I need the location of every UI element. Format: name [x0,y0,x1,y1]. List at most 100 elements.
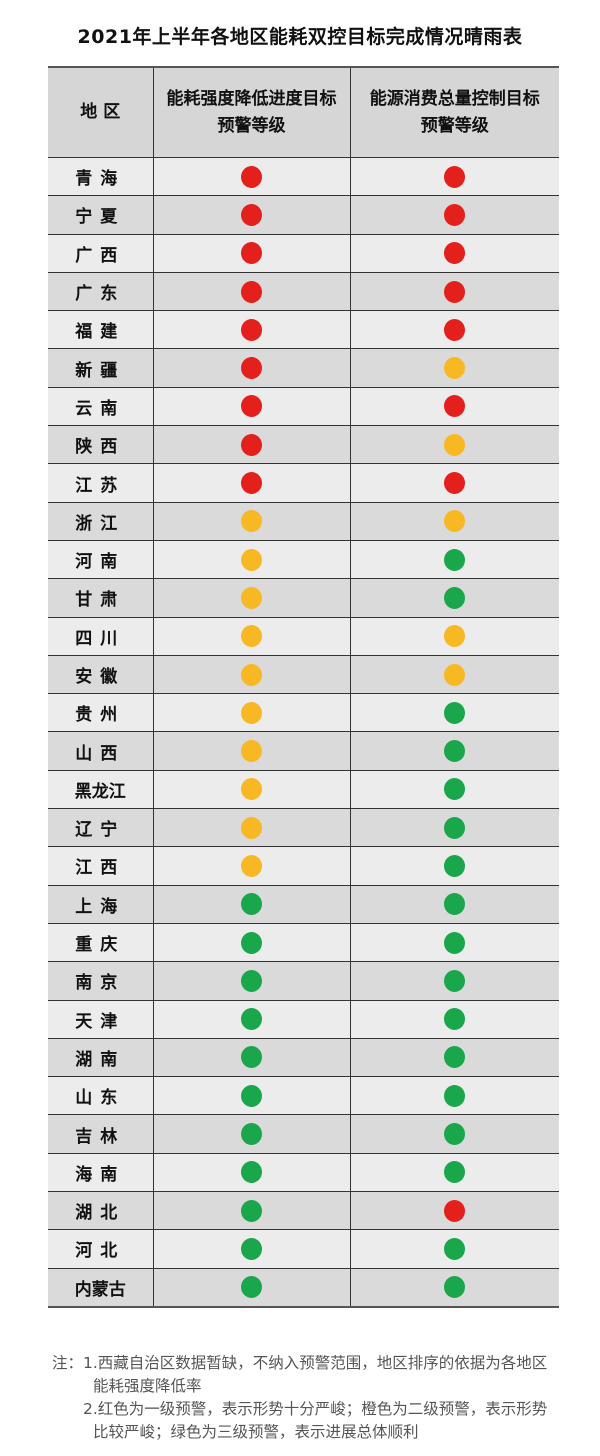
region-cell: 河南 [48,540,154,580]
region-cell: 黑龙江 [48,770,154,810]
table-row: 内蒙古 [48,1268,559,1308]
green-warning-dot [444,816,466,839]
intensity-warning-cell [152,1153,351,1193]
total-warning-cell [349,693,559,733]
total-warning-cell [349,1000,559,1039]
note-prefix: 注： [52,1354,84,1372]
table-row: 黑龙江 [48,770,559,810]
table-header-row: 地 区 能耗强度降低进度目标 预警等级 能源消费总量控制目标 预警等级 [48,67,559,158]
region-name: 江苏 [75,475,126,496]
region-name: 上海 [75,896,126,917]
green-warning-dot [241,969,262,992]
header-total-label: 能源消费总量控制目标 预警等级 [369,88,540,136]
region-cell: 南京 [48,961,154,1001]
green-warning-dot [241,1046,262,1069]
intensity-warning-cell [152,808,351,848]
header-total: 能源消费总量控制目标 预警等级 [349,67,559,158]
intensity-warning-cell [152,923,351,963]
region-cell: 新疆 [48,348,154,388]
region-cell: 重庆 [48,923,154,963]
region-name: 广西 [75,245,126,266]
intensity-warning-cell [152,502,351,541]
intensity-warning-cell [152,272,351,312]
total-warning-cell [349,655,559,695]
table-row: 陕西 [48,425,559,465]
table-row: 江西 [48,846,559,886]
intensity-warning-cell [152,1268,351,1308]
intensity-warning-cell [152,463,351,503]
intensity-warning-cell [152,961,351,1001]
green-warning-dot [444,1237,466,1260]
region-cell: 湖北 [48,1191,154,1231]
green-warning-dot [241,893,262,916]
total-warning-cell [349,808,559,848]
total-warning-cell [349,961,559,1001]
table-row: 四川 [48,617,559,656]
table-row: 海南 [48,1153,559,1193]
red-warning-dot [444,165,466,188]
green-warning-dot [444,548,466,571]
total-warning-cell [349,540,559,580]
intensity-warning-cell [152,770,351,810]
total-warning-cell [349,1229,559,1269]
total-warning-cell [349,770,559,810]
orange-warning-dot [241,625,262,648]
region-cell: 广西 [48,234,154,273]
total-warning-cell [349,387,559,427]
total-warning-cell [349,1038,559,1078]
green-warning-dot [444,1046,466,1069]
intensity-warning-cell [152,846,351,886]
region-cell: 福建 [48,310,154,350]
total-warning-cell [349,272,559,312]
green-warning-dot [444,893,466,916]
orange-warning-dot [241,778,262,801]
region-cell: 山东 [48,1076,154,1116]
red-warning-dot [444,318,466,341]
green-warning-dot [444,1084,466,1107]
intensity-warning-cell [152,425,351,465]
intensity-warning-cell [152,1191,351,1231]
table-row: 浙江 [48,502,559,541]
region-cell: 浙江 [48,502,154,541]
table-row: 南京 [48,961,559,1001]
total-warning-cell [349,885,559,924]
region-cell: 江西 [48,846,154,886]
region-name: 浙江 [75,513,126,534]
red-warning-dot [241,165,262,188]
header-region-label: 地 区 [80,102,121,122]
table-row: 江苏 [48,463,559,503]
table-row: 天津 [48,1000,559,1039]
total-warning-cell [349,463,559,503]
total-warning-cell [349,1114,559,1154]
region-name: 河南 [75,552,126,573]
orange-warning-dot [241,816,262,839]
intensity-warning-cell [152,885,351,924]
table-row: 新疆 [48,348,559,388]
orange-warning-dot [241,510,262,533]
intensity-warning-cell [152,195,351,235]
intensity-warning-cell [152,1229,351,1269]
green-warning-dot [241,1008,262,1031]
region-name: 河北 [75,1241,126,1262]
table-row: 山东 [48,1076,559,1116]
orange-warning-dot [241,701,262,724]
green-warning-dot [241,1237,262,1260]
total-warning-cell [349,195,559,235]
green-warning-dot [444,931,466,954]
total-warning-cell [349,846,559,886]
region-name: 辽宁 [75,820,126,841]
red-warning-dot [241,433,262,456]
red-warning-dot [444,203,466,226]
footnote: 注： 1.西藏自治区数据暂缺，不纳入预警范围，地区排序的依据为各地区能耗强度降低… [52,1352,562,1444]
red-warning-dot [241,242,262,265]
table-row: 贵州 [48,693,559,733]
total-warning-cell [349,310,559,350]
green-warning-dot [444,740,466,763]
table-row: 辽宁 [48,808,559,848]
total-warning-cell [349,617,559,656]
region-cell: 吉林 [48,1114,154,1154]
region-name: 贵州 [75,705,126,726]
green-warning-dot [444,701,466,724]
red-warning-dot [444,1199,466,1222]
region-name: 吉林 [75,1126,126,1147]
